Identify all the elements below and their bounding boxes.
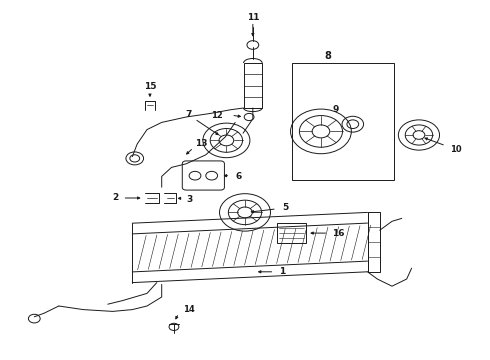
Text: 1: 1 [279,267,285,276]
Text: 13: 13 [195,139,207,148]
Bar [277,223,306,243]
Text: 5: 5 [283,202,289,211]
Text: 2: 2 [112,194,118,202]
Text: 7: 7 [185,110,192,119]
Bar [244,63,262,108]
Text: 15: 15 [144,82,156,91]
Text: 6: 6 [236,172,242,181]
Text: 14: 14 [183,305,195,314]
Bar [292,63,394,180]
Text: 10: 10 [450,145,462,154]
Text: 9: 9 [332,105,339,114]
Text: 16: 16 [332,229,344,238]
Bar [368,212,380,272]
Text: 12: 12 [211,112,222,120]
Text: 11: 11 [246,13,259,22]
Text: 8: 8 [324,51,331,61]
Text: 3: 3 [187,194,193,203]
